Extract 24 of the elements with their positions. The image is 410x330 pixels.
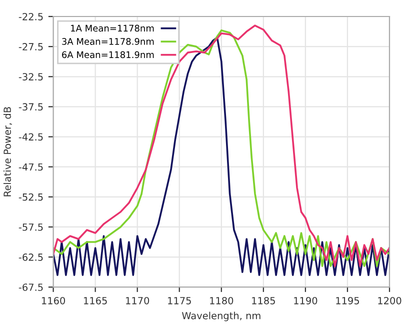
legend-label: 1A Mean=1178nm	[71, 24, 154, 32]
y-axis-title: Relative Power, dB	[3, 107, 12, 196]
y-tick-label: -62.5	[18, 254, 43, 261]
x-tick-label: 1185	[252, 296, 275, 304]
x-tick-label: 1190	[294, 296, 318, 304]
x-tick-label: 1175	[168, 297, 191, 304]
y-tick-label: -42.5	[18, 133, 43, 141]
x-tick-label: 1160	[42, 296, 66, 304]
legend-label: 3A Mean=1178.9nm	[62, 38, 154, 45]
x-tick-label: 1195	[336, 296, 359, 304]
y-tick-label: -22.5	[18, 12, 43, 20]
x-tick-label: 1170	[126, 296, 150, 304]
x-tick-label: 1180	[210, 296, 234, 304]
y-tick-label: -37.5	[18, 103, 43, 111]
y-tick-label: -47.5	[18, 163, 43, 171]
x-axis-title: Wavelength, nm	[182, 312, 260, 322]
y-tick-label: -27.5	[18, 43, 43, 50]
y-tick-label: -52.5	[18, 193, 43, 201]
x-tick-label: 1200	[378, 296, 402, 304]
y-tick-label: -67.5	[18, 284, 43, 291]
y-tick-label: -57.5	[18, 224, 43, 231]
legend-label: 6A Mean=1181.9nm	[62, 51, 154, 58]
x-tick-label: 1165	[84, 296, 107, 304]
y-tick-label: -32.5	[18, 73, 43, 80]
